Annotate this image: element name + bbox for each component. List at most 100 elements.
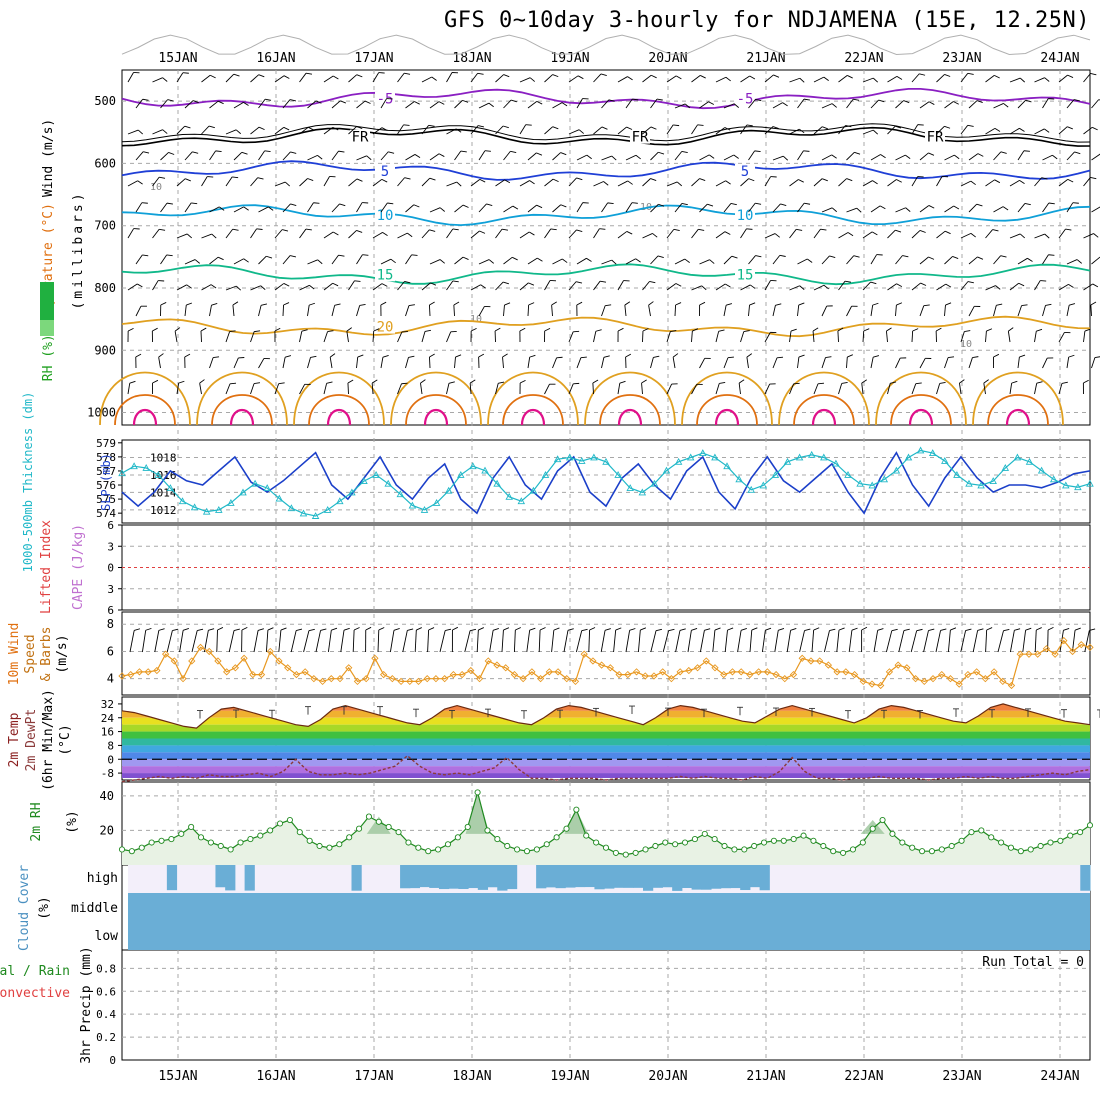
- upper-wind-barb-flag: [658, 152, 664, 154]
- upper-wind-barb-staff: [593, 383, 594, 394]
- upper-wind-barb: [159, 354, 164, 368]
- upper-wind-barb: [847, 355, 853, 368]
- upper-wind-barb: [128, 130, 143, 134]
- upper-wind-barb: [642, 380, 647, 394]
- upper-wind-barb: [1059, 75, 1073, 82]
- bl-contour: [585, 373, 675, 426]
- temp-contour-15: [122, 264, 1090, 284]
- upper-wind-barb-staff: [945, 102, 954, 108]
- upper-wind-barb-staff: [813, 331, 814, 342]
- rh-marker: [1018, 849, 1023, 854]
- upper-wind-barb: [528, 205, 542, 212]
- upper-wind-barb: [185, 260, 200, 264]
- upper-wind-barb: [888, 284, 902, 290]
- upper-wind-barb: [912, 383, 922, 394]
- upper-wind-barb-staff: [430, 208, 440, 212]
- upper-wind-barb-flag: [457, 182, 461, 186]
- wind10m-barb: [676, 629, 686, 652]
- li-tick-label: 3: [107, 583, 114, 596]
- upper-wind-barb-flag: [971, 181, 976, 185]
- upper-wind-barb-flag: [1003, 207, 1008, 210]
- upper-wind-barb-staff: [128, 181, 138, 186]
- upper-wind-barb: [136, 306, 147, 316]
- upper-wind-barb-staff: [447, 332, 451, 342]
- upper-wind-barb-staff: [602, 357, 604, 368]
- rh-marker: [653, 843, 658, 848]
- rh-marker: [890, 831, 895, 836]
- upper-wind-barb-flag: [233, 229, 239, 230]
- upper-wind-barb-flag: [218, 257, 223, 260]
- upper-wind-barb: [520, 78, 535, 82]
- upper-wind-barb: [741, 331, 750, 342]
- upper-wind-barb: [545, 328, 551, 342]
- wind10m-barb-flag: [765, 628, 771, 630]
- upper-wind-barb: [1067, 304, 1075, 316]
- upper-wind-barb: [471, 179, 485, 186]
- upper-wind-barb-flag: [200, 380, 205, 384]
- upper-wind-barb-flag: [873, 78, 877, 82]
- upper-wind-barb-flag: [529, 232, 534, 235]
- date-tick-label-bottom: 20JAN: [648, 1069, 687, 1084]
- upper-wind-barb: [234, 207, 249, 212]
- wind10m-barb: [688, 628, 697, 652]
- upper-wind-barb-staff: [920, 153, 928, 160]
- upper-wind-barb-staff: [700, 358, 705, 368]
- temp-contour-label: 20: [377, 320, 394, 336]
- upper-wind-barb: [643, 281, 656, 290]
- upper-wind-barb-staff: [822, 208, 832, 212]
- rh-marker: [347, 835, 352, 840]
- upper-wind-barb: [422, 178, 435, 186]
- upper-wind-barb: [675, 151, 688, 160]
- upper-wind-barb: [700, 260, 715, 264]
- upper-wind-barb-flag: [536, 153, 542, 155]
- upper-wind-barb: [577, 357, 587, 368]
- upper-wind-barb: [202, 75, 216, 82]
- wind10m-barb-staff: [142, 630, 145, 652]
- upper-wind-barb-staff: [251, 75, 259, 82]
- rh-marker: [376, 819, 381, 824]
- wind10m-barb: [576, 629, 587, 652]
- rh-marker: [801, 833, 806, 838]
- upper-wind-barb-staff: [920, 306, 924, 316]
- upper-wind-barb-staff: [496, 75, 504, 82]
- upper-wind-barb: [496, 229, 508, 238]
- upper-wind-barb-flag: [700, 75, 705, 78]
- upper-wind-barb: [430, 154, 444, 160]
- cloud-high-bar: [245, 865, 255, 891]
- upper-wind-barb: [936, 328, 941, 342]
- upper-wind-barb-flag: [682, 203, 688, 204]
- upper-wind-barb-flag: [284, 76, 289, 79]
- upper-wind-barb: [185, 152, 198, 160]
- temp-contour-label: FR: [927, 130, 944, 146]
- upper-wind-barb-flag: [642, 380, 647, 383]
- upper-wind-barb-flag: [993, 230, 999, 231]
- upper-wind-barb: [348, 380, 353, 394]
- upper-wind-barb: [300, 330, 308, 342]
- upper-wind-barb-staff: [1084, 177, 1091, 186]
- pressure-tick-label: 500: [94, 94, 116, 108]
- cloud-high-bar: [624, 865, 634, 888]
- upper-wind-barb-staff: [798, 305, 799, 316]
- upper-wind-barb-flag: [731, 203, 737, 204]
- upper-wind-barb-staff: [226, 177, 232, 186]
- upper-wind-barb-flag: [1022, 305, 1028, 306]
- upper-wind-barb-flag: [340, 204, 346, 206]
- upper-wind-barb: [961, 282, 974, 290]
- temp-contour-label: 5: [381, 164, 389, 180]
- upper-wind-barb: [626, 259, 641, 264]
- upper-wind-barb: [479, 354, 484, 368]
- upper-wind-barb-staff: [1035, 281, 1041, 290]
- upper-wind-barb-staff: [945, 358, 949, 368]
- wind10m-barb-staff: [775, 630, 778, 652]
- rh-marker: [366, 814, 371, 819]
- upper-wind-barb-staff: [200, 383, 202, 394]
- cloud-high-bar: [740, 865, 750, 890]
- upper-wind-barb: [1092, 206, 1100, 212]
- upper-wind-barb: [961, 125, 974, 134]
- temp-contour-label: FR: [352, 130, 369, 146]
- wind10m-barb-flag: [172, 629, 178, 630]
- upper-wind-barb: [332, 151, 344, 160]
- upper-wind-barb: [161, 302, 167, 316]
- upper-wind-barb-staff: [1008, 331, 1010, 342]
